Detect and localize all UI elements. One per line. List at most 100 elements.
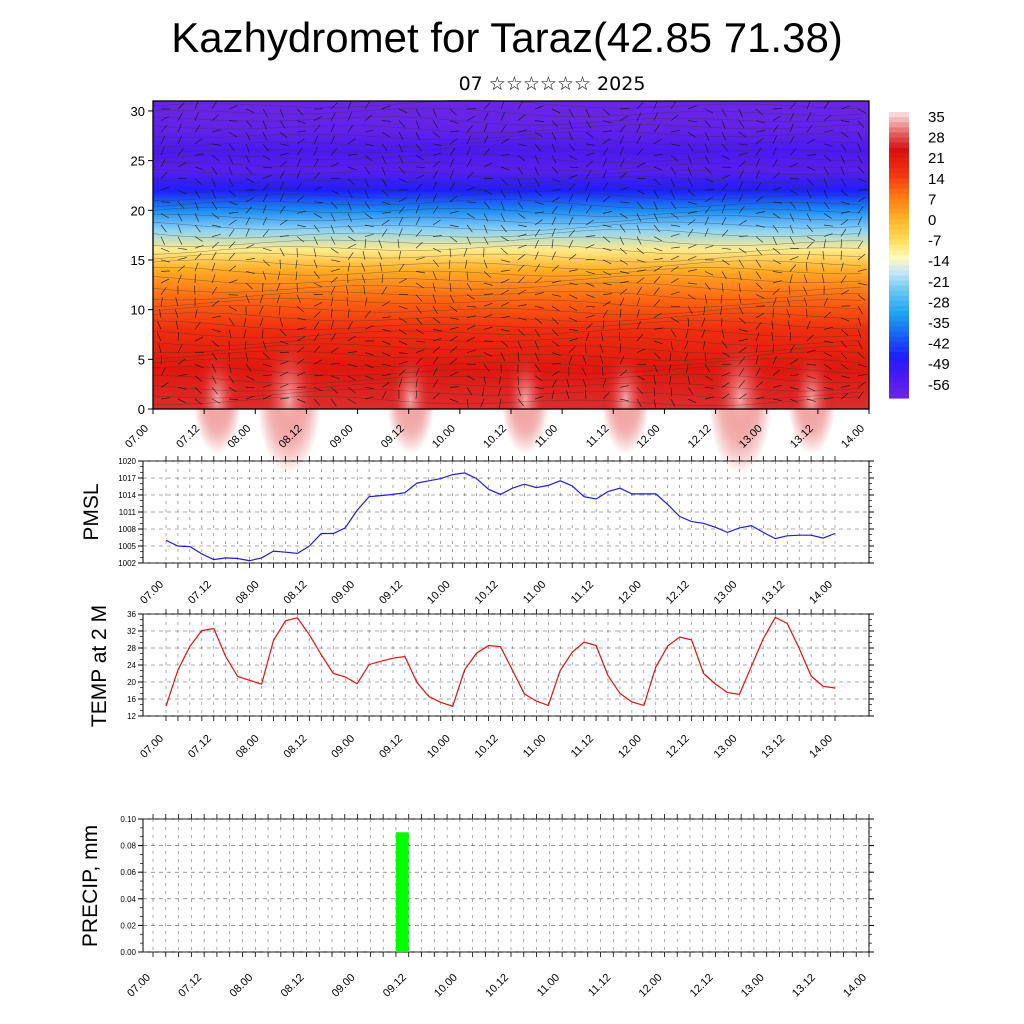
x-tick-label: 09.00: [328, 423, 356, 451]
warm-core: [787, 344, 836, 454]
y-tick-label: 1014: [118, 491, 136, 500]
x-tick-label: 11.00: [521, 579, 548, 606]
pmsl-line: [165, 472, 836, 562]
colorbar-cell: [889, 193, 909, 200]
colorbar-cell: [889, 112, 909, 118]
colorbar-cell: [889, 255, 909, 261]
colorbar-cell: [889, 306, 909, 312]
colorbar-cell: [889, 163, 909, 169]
contour-line: [152, 320, 862, 330]
colorbar-label: -7: [928, 233, 941, 250]
colorbar-cell: [889, 234, 909, 241]
contour-line: [152, 373, 862, 384]
colorbar-cell: [889, 209, 909, 215]
colorbar-label: -56: [928, 377, 950, 394]
contour-line: [152, 282, 862, 293]
y-tick-label: 24: [127, 661, 136, 670]
colorbar-cell: [889, 316, 909, 322]
y-tick-label: 0.10: [120, 815, 136, 824]
contour-line: [152, 176, 862, 186]
colorbar: 35 28 21 14 7 0 -7 -14 -21 -28 -35 -42 -49 -56: [889, 109, 950, 399]
x-tick-label: 08.12: [282, 579, 310, 607]
contour-line: [152, 214, 862, 225]
x-tick-label: 07.12: [186, 579, 214, 607]
x-tick-label: 09.00: [329, 579, 357, 607]
x-tick-label: 12.00: [616, 579, 644, 607]
precip-axis-label: PRECIP, mm: [79, 825, 102, 947]
colorbar-cell: [889, 152, 909, 159]
x-tick-label: 08.12: [282, 733, 310, 761]
temp-panel: 12 16 20 24 28 32 36 07.00 07.12 08.00 08.12 09.00 0…: [88, 605, 874, 761]
x-tick-label: 07.00: [138, 579, 166, 607]
colorbar-label: 28: [928, 130, 945, 147]
x-tick-label: 12.12: [664, 579, 692, 607]
y-tick-label: 0.06: [120, 868, 136, 877]
contour-line: [152, 199, 862, 209]
colorbar-cell: [889, 214, 909, 220]
colorbar-cell: [889, 203, 909, 210]
x-tick-label: 10.12: [483, 972, 511, 1000]
x-tick-label: 12.00: [616, 733, 644, 761]
x-tick-label: 11.12: [586, 972, 613, 999]
x-tick-label: 10.00: [430, 423, 458, 451]
x-tick-label: 10.12: [473, 733, 501, 761]
colorbar-label: -28: [928, 294, 950, 311]
panel-frame: [142, 818, 870, 953]
colorbar-cell: [889, 346, 909, 353]
y-tick-label: 10: [131, 303, 145, 318]
contour-line: [152, 161, 862, 171]
y-tick-label: 1002: [118, 559, 136, 568]
colorbar-label: -21: [928, 274, 950, 291]
colorbar-cell: [889, 219, 909, 225]
x-tick-label: 08.00: [234, 733, 262, 761]
colorbar-cell: [889, 117, 909, 123]
colorbar-cell: [889, 249, 909, 256]
x-tick-label: 14.00: [841, 972, 869, 1000]
x-tick-label: 13.12: [759, 733, 787, 761]
precip-panel: 0.00 0.02 0.04 0.06 0.08 0.10 07.00 07.12 08.00 0…: [79, 814, 874, 1000]
colorbar-cell: [889, 326, 909, 333]
x-tick-label: 09.12: [377, 733, 405, 761]
colorbar-cell: [889, 127, 909, 134]
colorbar-cell: [889, 280, 909, 287]
y-tick-label: 15: [131, 253, 145, 268]
contour-line: [152, 336, 862, 346]
contour-line: [152, 168, 862, 179]
x-tick-label: 13.00: [712, 579, 740, 607]
x-tick-label: 10.12: [473, 579, 501, 607]
colorbar-cell: [889, 357, 909, 363]
y-tick-label: 28: [127, 644, 136, 653]
y-tick-label: 0: [138, 402, 145, 417]
colorbar-cell: [889, 352, 909, 358]
temp-line: [165, 616, 836, 707]
x-tick-label: 09.00: [330, 972, 358, 1000]
warm-core: [601, 344, 650, 454]
warm-core: [193, 344, 242, 454]
contour-line: [152, 343, 862, 354]
colorbar-cell: [889, 229, 909, 236]
contour-line: [152, 245, 862, 255]
colorbar-cell: [889, 224, 909, 231]
y-tick-label: 20: [131, 203, 145, 218]
x-tick-label: 12.12: [688, 972, 716, 1000]
contour-line: [152, 328, 862, 339]
colorbar-label: -49: [928, 356, 950, 373]
contour-line: [152, 107, 862, 118]
colorbar-cell: [889, 311, 909, 317]
colorbar-cell: [889, 147, 909, 154]
colorbar-cell: [889, 142, 909, 149]
y-tick-label: 1011: [119, 508, 137, 517]
colorbar-cell: [889, 295, 909, 302]
contour-line: [152, 389, 862, 399]
y-tick-label: 32: [127, 627, 136, 636]
colorbar-cell: [889, 321, 909, 328]
colorbar-cell: [889, 382, 909, 389]
y-tick-label: 5: [138, 352, 145, 367]
y-tick-label: 16: [127, 695, 136, 704]
x-tick-label: 07.00: [125, 972, 153, 1000]
y-tick-label: 30: [131, 104, 145, 119]
x-tick-label: 12.12: [664, 733, 692, 761]
y-tick-label: 20: [127, 678, 136, 687]
x-tick-label: 10.00: [432, 972, 460, 1000]
